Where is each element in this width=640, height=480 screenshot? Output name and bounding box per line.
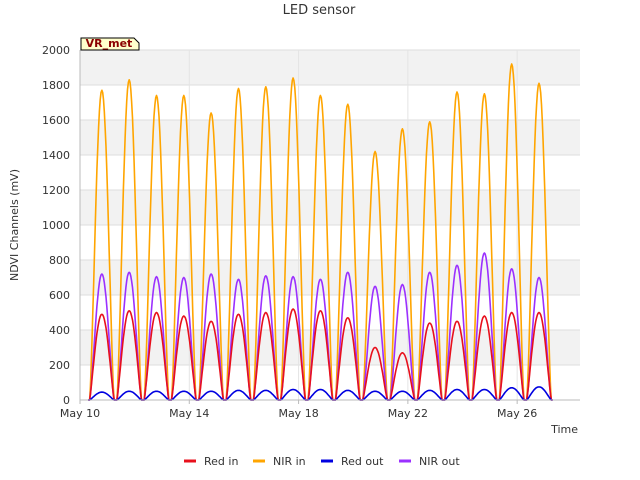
x-tick-label: May 26 bbox=[497, 407, 537, 420]
legend: Red in NIR in Red out NIR out bbox=[184, 455, 460, 468]
y-axis-label: NDVI Channels (mV) bbox=[8, 169, 21, 281]
x-tick-label: May 10 bbox=[60, 407, 100, 420]
legend-label: Red out bbox=[341, 455, 384, 468]
series-line-red-out bbox=[88, 386, 553, 401]
legend-label: NIR out bbox=[419, 455, 460, 468]
x-tick-label: May 22 bbox=[388, 407, 428, 420]
legend-item-nir-out: NIR out bbox=[399, 455, 460, 468]
axes bbox=[79, 50, 580, 401]
y-tick-label: 200 bbox=[49, 359, 70, 372]
y-tick-label: 400 bbox=[49, 324, 70, 337]
x-tick-labels: May 10 May 14 May 18 May 22 May 26 bbox=[60, 400, 537, 420]
series-line-nir-in bbox=[88, 63, 553, 401]
grid-band bbox=[80, 50, 580, 85]
legend-item-nir-in: NIR in bbox=[253, 455, 306, 468]
grid-band bbox=[80, 120, 580, 155]
legend-item-red-out: Red out bbox=[321, 455, 384, 468]
legend-label: NIR in bbox=[273, 455, 306, 468]
legend-label: Red in bbox=[204, 455, 238, 468]
y-tick-label: 2000 bbox=[42, 44, 70, 57]
y-tick-label: 600 bbox=[49, 289, 70, 302]
y-tick-label: 1800 bbox=[42, 79, 70, 92]
y-tick-label: 1000 bbox=[42, 219, 70, 232]
grid-band bbox=[80, 260, 580, 295]
y-tick-label: 1200 bbox=[42, 184, 70, 197]
y-tick-label: 1600 bbox=[42, 114, 70, 127]
y-tick-label: 0 bbox=[63, 394, 70, 407]
chart-title: LED sensor bbox=[283, 3, 356, 18]
y-tick-label: 800 bbox=[49, 254, 70, 267]
series-layer bbox=[88, 63, 553, 401]
vr-met-badge: VR_met bbox=[80, 37, 140, 51]
x-tick-label: May 14 bbox=[169, 407, 209, 420]
y-tick-labels: 0 200 400 600 800 1000 1200 1400 1600 1800 2000 bbox=[42, 44, 70, 407]
badge-label: VR_met bbox=[86, 37, 133, 50]
x-axis-label: Time bbox=[550, 423, 578, 436]
legend-item-red-in: Red in bbox=[184, 455, 238, 468]
series-line-red-in bbox=[88, 308, 553, 401]
y-tick-label: 1400 bbox=[42, 149, 70, 162]
x-tick-label: May 18 bbox=[278, 407, 318, 420]
